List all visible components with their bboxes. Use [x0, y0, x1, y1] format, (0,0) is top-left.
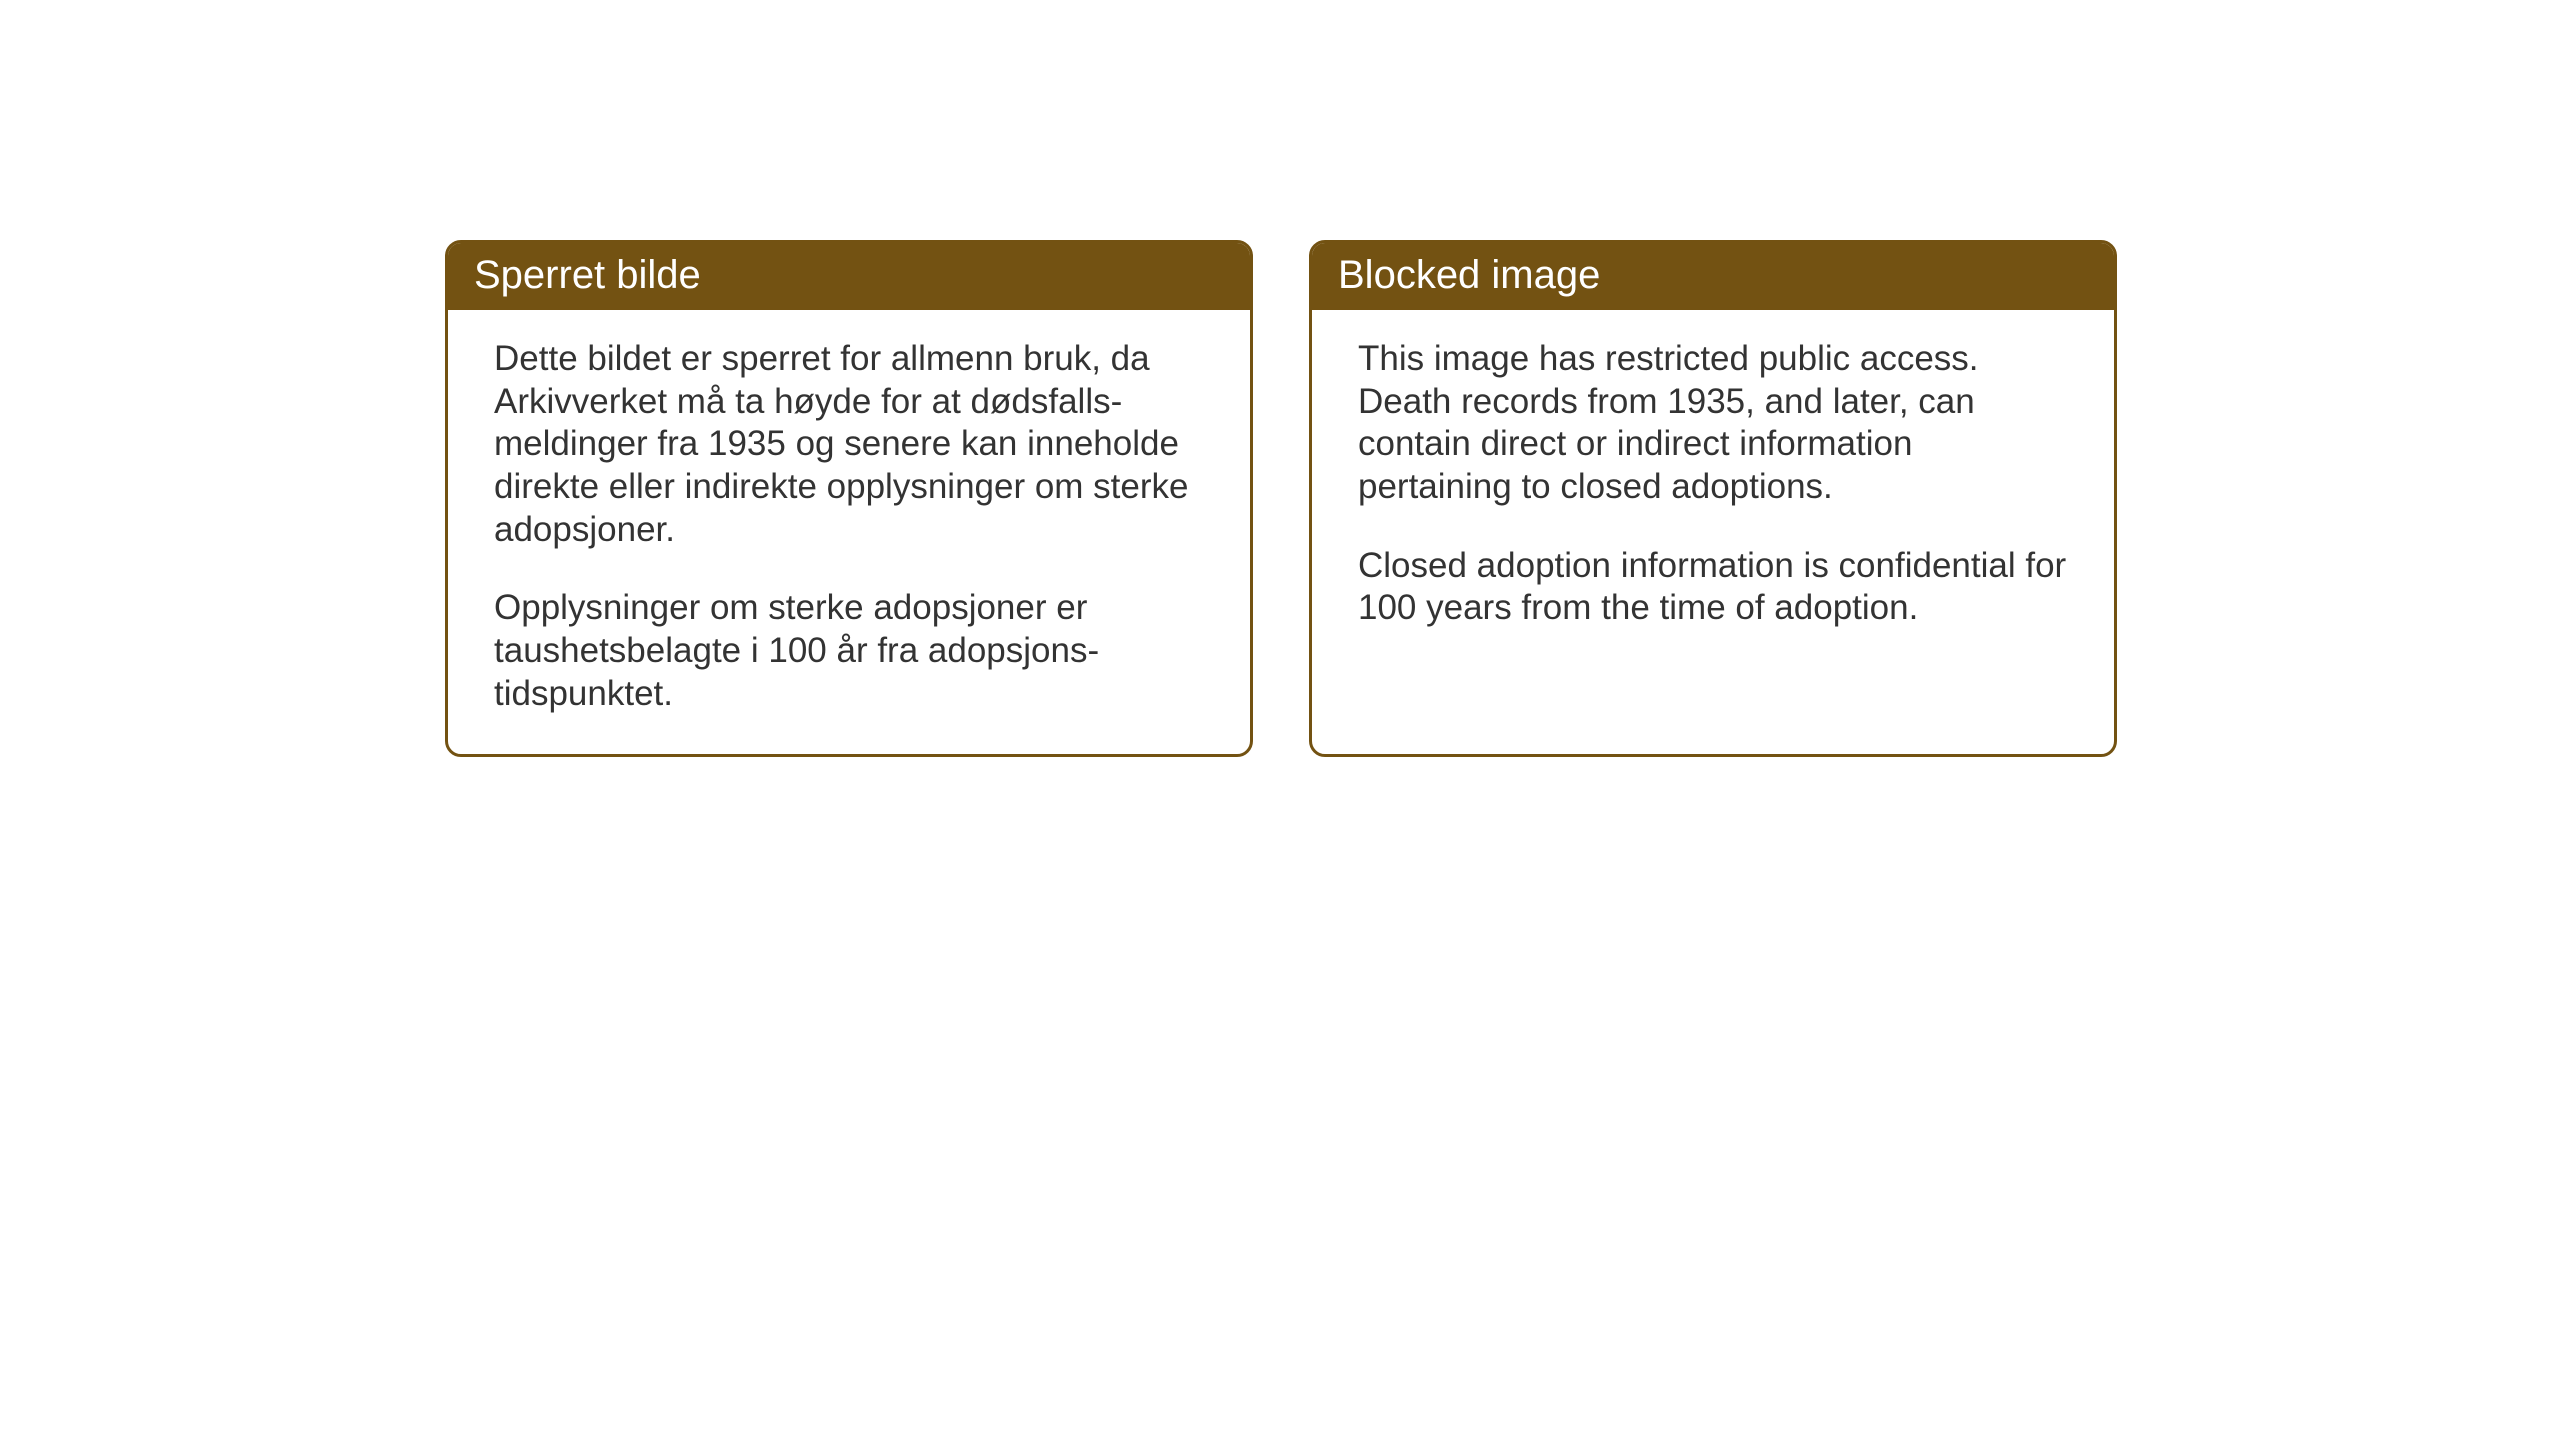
- notice-text-english-2: Closed adoption information is confident…: [1358, 545, 2072, 630]
- notice-card-english: Blocked image This image has restricted …: [1309, 240, 2117, 757]
- notice-text-norwegian-1: Dette bildet er sperret for allmenn bruk…: [494, 338, 1208, 551]
- card-header-norwegian: Sperret bilde: [448, 243, 1250, 310]
- card-body-english: This image has restricted public access.…: [1312, 310, 2114, 748]
- notice-card-norwegian: Sperret bilde Dette bildet er sperret fo…: [445, 240, 1253, 757]
- notice-text-norwegian-2: Opplysninger om sterke adopsjoner er tau…: [494, 587, 1208, 715]
- cards-container: Sperret bilde Dette bildet er sperret fo…: [445, 240, 2117, 757]
- notice-text-english-1: This image has restricted public access.…: [1358, 338, 2072, 509]
- card-body-norwegian: Dette bildet er sperret for allmenn bruk…: [448, 310, 1250, 754]
- card-header-english: Blocked image: [1312, 243, 2114, 310]
